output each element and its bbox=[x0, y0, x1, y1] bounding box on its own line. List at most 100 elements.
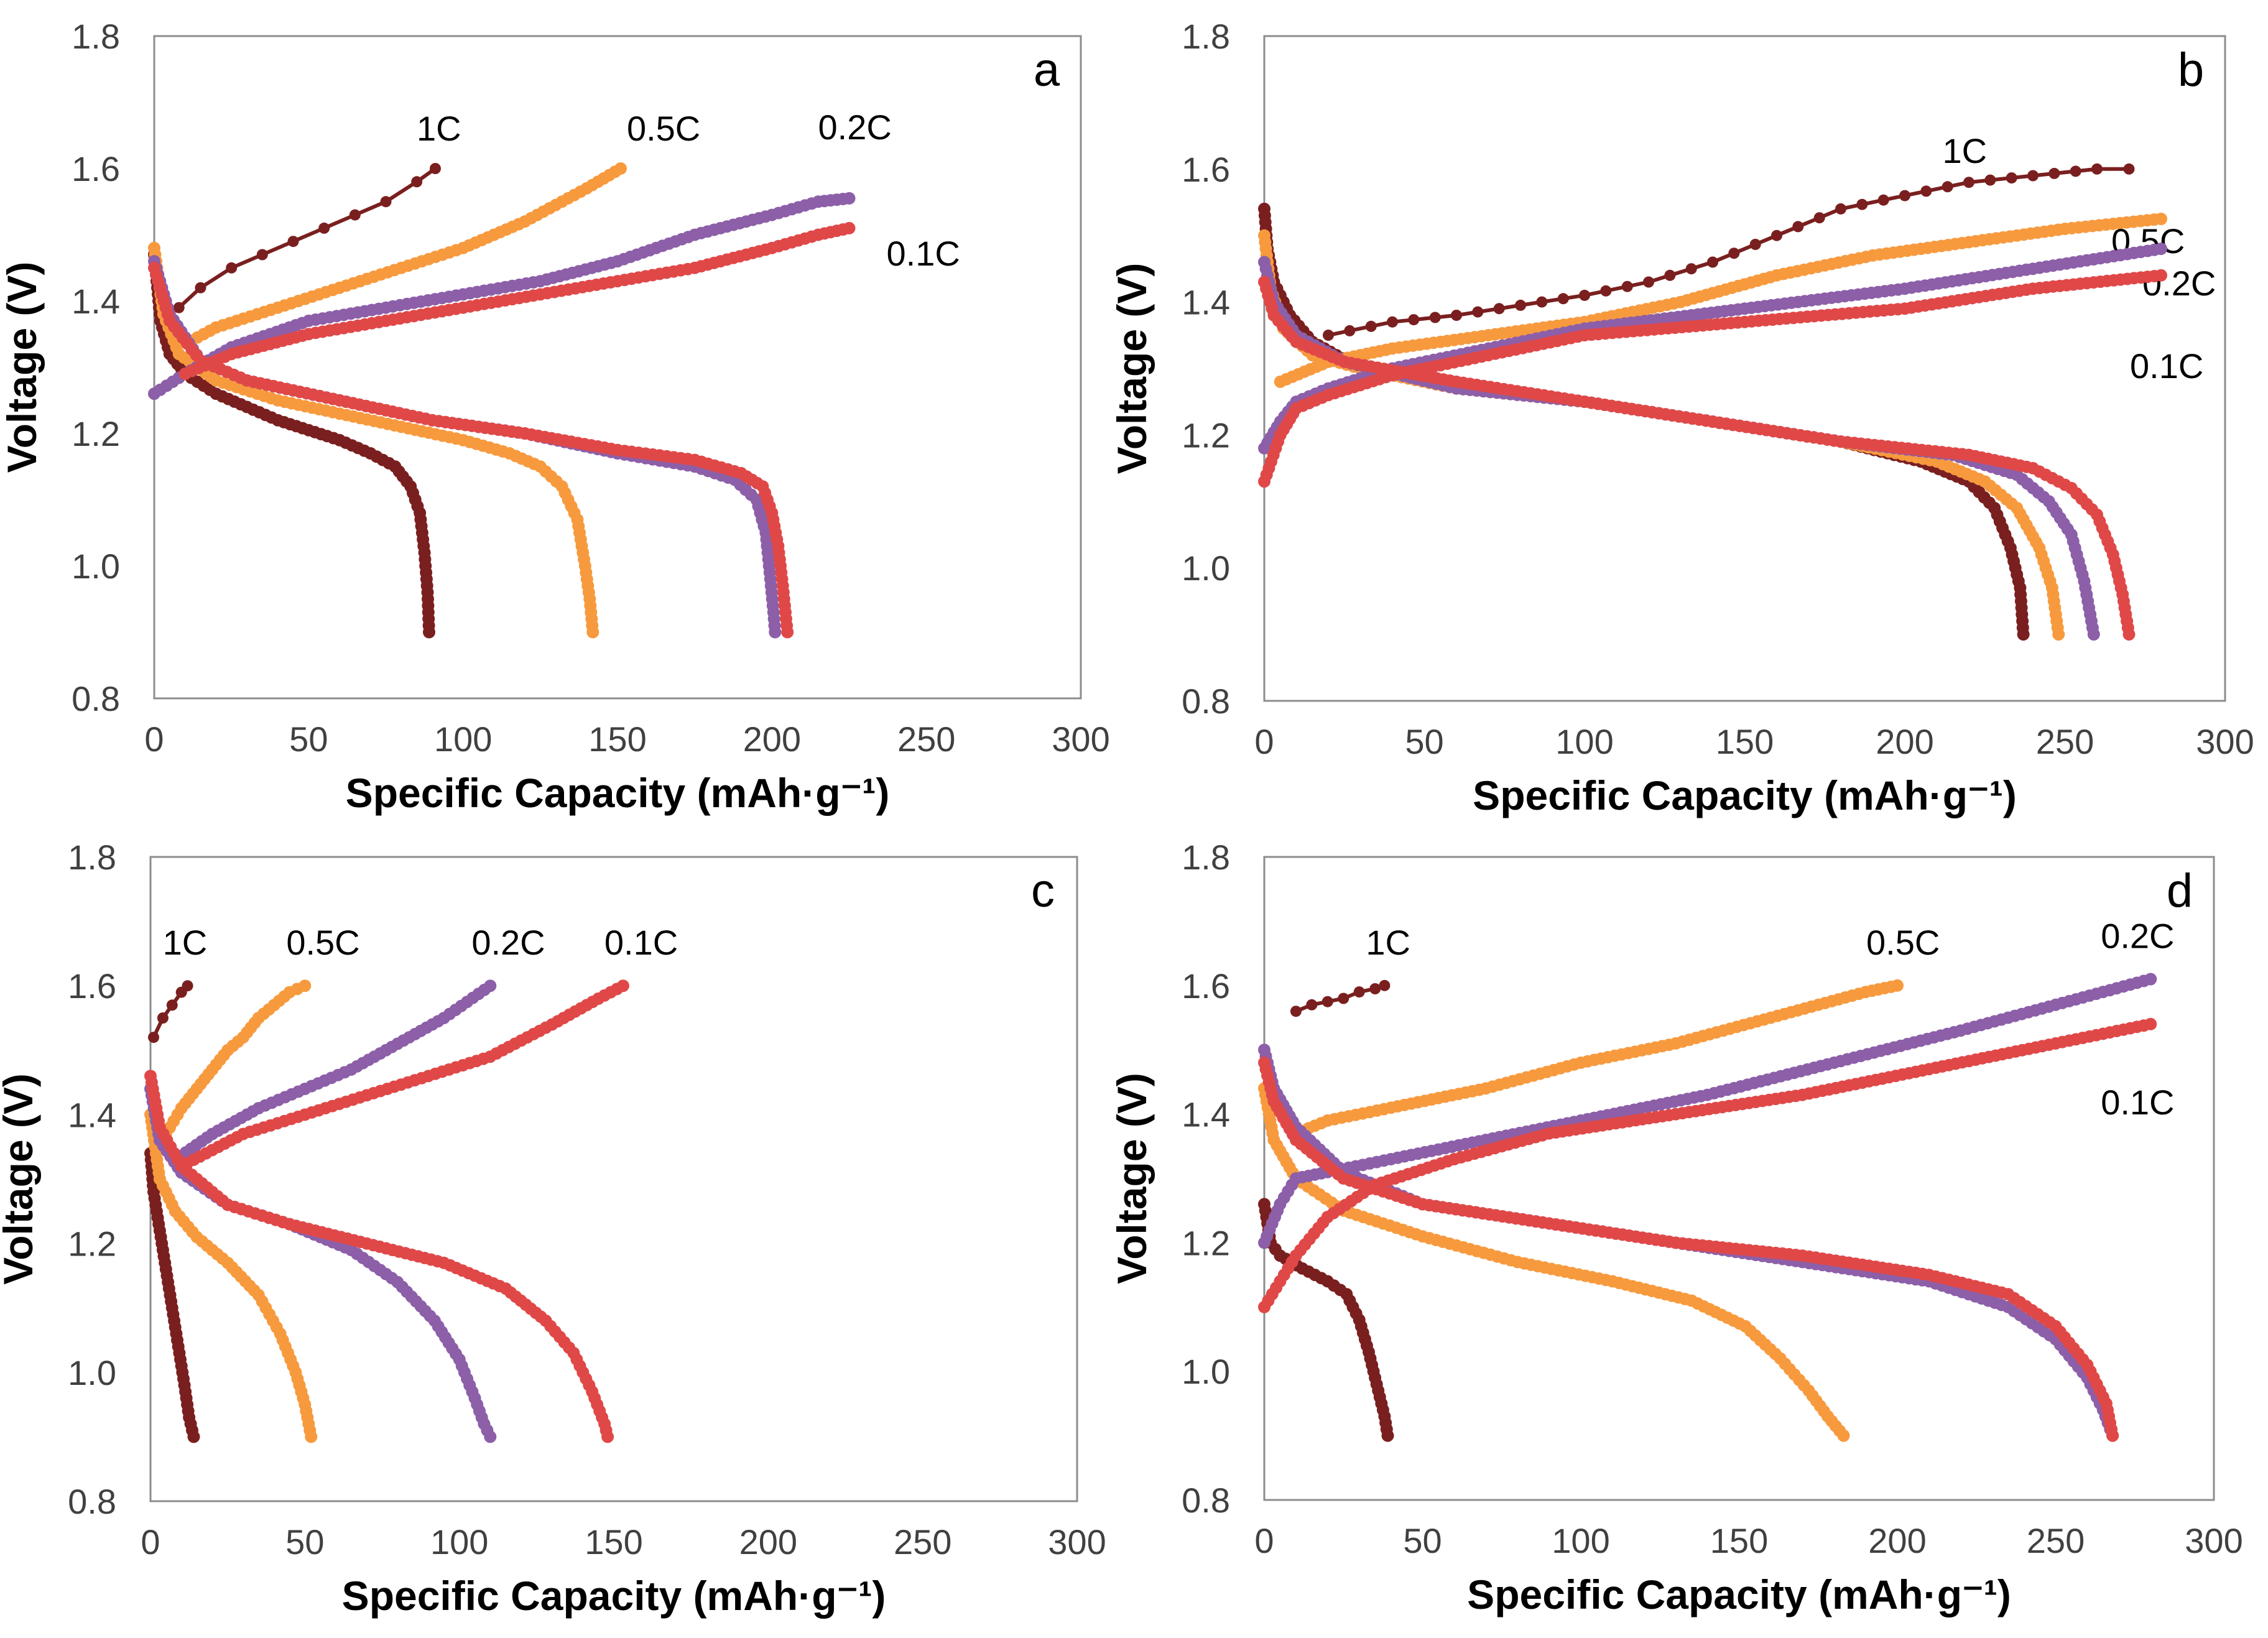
charge-point bbox=[1621, 280, 1633, 292]
charge-point bbox=[318, 222, 330, 234]
charge-curve bbox=[1328, 167, 2129, 337]
charge-point bbox=[299, 979, 312, 993]
charge-point bbox=[1835, 203, 1846, 215]
y-tick-label: 1.2 bbox=[1182, 1223, 1230, 1262]
charge-point bbox=[1321, 996, 1333, 1007]
charge-point bbox=[2155, 243, 2167, 256]
x-tick-label: 50 bbox=[1403, 1521, 1442, 1560]
discharge-point bbox=[586, 626, 599, 639]
charge-point bbox=[2155, 269, 2167, 282]
charge-point bbox=[1344, 325, 1356, 336]
x-axis-title: Specific Capacity (mAh·g⁻¹) bbox=[1467, 1571, 2011, 1617]
charge-point bbox=[614, 162, 627, 175]
charge-point bbox=[1579, 289, 1590, 301]
charge-point bbox=[1408, 314, 1420, 326]
y-tick-label: 1.6 bbox=[68, 966, 116, 1006]
y-tick-label: 1.8 bbox=[1182, 838, 1230, 877]
charge-point bbox=[1707, 256, 1718, 268]
y-tick-label: 1.0 bbox=[68, 1353, 116, 1392]
charge-point bbox=[1429, 312, 1441, 323]
charge-point bbox=[1369, 983, 1381, 994]
y-tick-label: 1.2 bbox=[68, 1224, 116, 1264]
x-tick-label: 100 bbox=[430, 1522, 488, 1562]
discharge-point bbox=[1837, 1429, 1850, 1442]
y-tick-label: 1.4 bbox=[68, 1095, 116, 1134]
x-tick-label: 150 bbox=[588, 720, 646, 759]
x-tick-label: 150 bbox=[585, 1522, 642, 1562]
charge-point bbox=[287, 236, 299, 248]
charge-point bbox=[1771, 229, 1782, 241]
discharge-point bbox=[2122, 628, 2136, 641]
charge-point bbox=[1536, 296, 1548, 308]
y-tick-label: 1.2 bbox=[1182, 415, 1230, 455]
discharge-point bbox=[2087, 628, 2100, 641]
x-tick-label: 300 bbox=[1052, 720, 1109, 759]
y-tick-label: 0.8 bbox=[1182, 682, 1230, 721]
charge-point bbox=[1891, 979, 1904, 992]
charge-point bbox=[1813, 212, 1825, 224]
panel-c: 0.8 1.0 1.2 1.4 1.6 1.8 0 50 100 150 200 250 300 Spec… bbox=[0, 838, 1106, 1619]
rate-label: 0.2C bbox=[2142, 264, 2216, 303]
charge-point bbox=[1306, 999, 1318, 1011]
charge-point bbox=[1557, 293, 1569, 305]
y-tick-label: 1.0 bbox=[1182, 548, 1230, 588]
charge-point bbox=[1515, 299, 1526, 311]
x-tick-label: 0 bbox=[1254, 722, 1274, 761]
rate-label: 1C bbox=[1943, 131, 1988, 170]
x-tick-label: 0 bbox=[144, 720, 164, 759]
charge-point bbox=[2048, 167, 2060, 179]
discharge-point bbox=[769, 626, 782, 639]
y-tick-label: 1.6 bbox=[1182, 966, 1230, 1006]
x-tick-label: 50 bbox=[289, 720, 328, 759]
y-tick-label: 1.0 bbox=[72, 547, 120, 586]
charge-point bbox=[2144, 973, 2157, 986]
charge-point bbox=[1963, 177, 1974, 188]
y-tick-label: 1.6 bbox=[1182, 150, 1230, 189]
y-axis-title: Voltage (V) bbox=[0, 262, 45, 473]
charge-point bbox=[173, 302, 185, 313]
charge-point bbox=[195, 282, 206, 294]
x-tick-label: 200 bbox=[1876, 722, 1933, 761]
charge-point bbox=[2155, 213, 2167, 225]
charge-point bbox=[1749, 239, 1761, 250]
discharge-point bbox=[601, 1430, 614, 1443]
x-axis-title: Specific Capacity (mAh·g⁻¹) bbox=[342, 1573, 886, 1619]
charge-point bbox=[1984, 174, 1996, 186]
charge-point bbox=[1685, 263, 1697, 275]
rate-label: 0.2C bbox=[2101, 916, 2174, 955]
charge-point bbox=[1387, 316, 1398, 328]
rate-label: 1C bbox=[1366, 923, 1410, 962]
charge-point bbox=[380, 196, 392, 208]
charge-point bbox=[2070, 165, 2081, 177]
charge-point bbox=[2091, 163, 2103, 175]
charge-point bbox=[1942, 181, 1953, 193]
series-0.5C bbox=[1258, 979, 1904, 1442]
x-tick-label: 150 bbox=[1716, 722, 1774, 761]
panel-letter: a bbox=[1034, 44, 1060, 96]
x-tick-label: 200 bbox=[1868, 1521, 1926, 1560]
charge-point bbox=[1920, 185, 1932, 197]
charge-point bbox=[1472, 306, 1484, 318]
rate-label: 1C bbox=[163, 923, 208, 962]
charge-point bbox=[182, 980, 193, 992]
x-tick-label: 50 bbox=[1405, 722, 1443, 761]
charge-point bbox=[411, 176, 423, 188]
plot-frame bbox=[1263, 856, 2215, 1501]
panel-letter: b bbox=[2178, 44, 2204, 96]
charge-point bbox=[1664, 269, 1676, 281]
x-tick-label: 300 bbox=[1048, 1522, 1106, 1562]
x-tick-label: 200 bbox=[743, 720, 801, 759]
charge-point bbox=[1600, 285, 1612, 297]
x-tick-label: 100 bbox=[434, 720, 492, 759]
y-tick-label: 1.0 bbox=[1182, 1352, 1230, 1391]
charge-point bbox=[1323, 330, 1334, 341]
y-tick-label: 1.8 bbox=[72, 17, 120, 56]
x-tick-label: 200 bbox=[739, 1522, 797, 1562]
discharge-point bbox=[2052, 628, 2065, 641]
y-axis-title: Voltage (V) bbox=[0, 1073, 41, 1285]
x-tick-label: 0 bbox=[141, 1522, 160, 1562]
charge-point bbox=[2144, 1017, 2157, 1030]
series-0.1C bbox=[1258, 1017, 2157, 1442]
charge-point bbox=[2027, 170, 2039, 182]
charge-point bbox=[1365, 320, 1377, 332]
